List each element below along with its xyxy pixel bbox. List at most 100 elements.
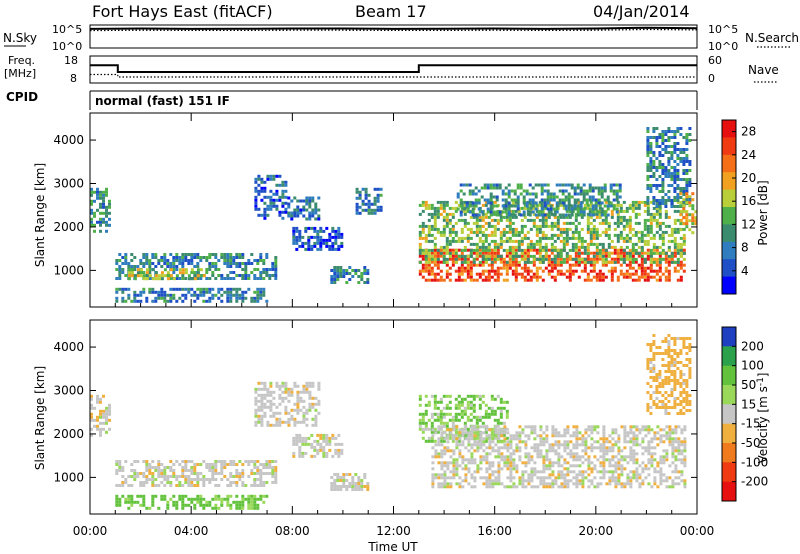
range-gate-cell (226, 503, 230, 507)
range-gate-cell (546, 201, 550, 205)
range-gate-cell (613, 227, 617, 231)
range-gate-cell (302, 199, 306, 203)
range-gate-cell (600, 192, 604, 196)
range-gate-cell (685, 190, 689, 193)
range-gate-cell (454, 254, 458, 258)
range-gate-cell (333, 272, 337, 275)
range-gate-cell (595, 242, 599, 246)
range-gate-cell (296, 411, 300, 415)
range-gate-cell (269, 177, 273, 181)
range-gate-cell (466, 239, 470, 243)
range-gate-cell (658, 202, 662, 205)
range-gate-cell (617, 467, 621, 471)
range-gate-cell (458, 464, 462, 468)
range-gate-cell (462, 192, 466, 196)
range-gate-cell (688, 163, 692, 166)
range-gate-cell (454, 248, 458, 252)
range-gate-cell (226, 277, 230, 280)
range-gate-cell (295, 442, 299, 446)
range-gate-cell (512, 449, 516, 453)
range-gate-cell (637, 230, 641, 234)
range-gate-cell (163, 274, 167, 278)
range-gate-cell (622, 260, 626, 264)
range-gate-cell (151, 481, 155, 484)
range-gate-cell (579, 204, 583, 208)
range-gate-cell (524, 461, 528, 465)
range-gate-cell (229, 253, 233, 256)
colorbar-swatch (722, 276, 736, 295)
range-gate-cell (522, 201, 526, 205)
range-gate-cell (586, 218, 590, 222)
range-gate-cell (506, 446, 510, 450)
range-gate-cell (348, 485, 352, 488)
range-gate-cell (199, 500, 203, 504)
range-gate-cell (299, 420, 303, 424)
range-gate-cell (646, 163, 650, 166)
range-gate-cell (475, 436, 479, 440)
range-gate-cell (643, 218, 647, 222)
range-gate-cell (298, 439, 302, 443)
range-gate-cell (466, 427, 470, 431)
range-gate-cell (448, 436, 452, 440)
range-gate-cell (658, 260, 662, 264)
range-gate-cell (274, 481, 278, 484)
range-gate-cell (554, 452, 558, 456)
range-gate-cell (433, 248, 437, 252)
range-gate-cell (508, 260, 512, 264)
range-gate-cell (479, 425, 483, 429)
range-gate-cell (625, 224, 629, 228)
range-gate-cell (515, 446, 519, 450)
range-gate-cell (455, 458, 459, 462)
range-gate-cell (587, 473, 591, 477)
range-gate-cell (661, 148, 665, 151)
range-gate-cell (442, 218, 446, 222)
range-gate-cell (220, 460, 224, 463)
range-gate-cell (673, 181, 677, 184)
range-gate-cell (361, 199, 365, 203)
range-gate-cell (337, 229, 341, 233)
range-gate-cell (614, 431, 618, 435)
range-gate-cell (574, 245, 578, 249)
range-gate-cell (505, 248, 509, 252)
range-gate-cell (436, 257, 440, 261)
range-gate-cell (250, 299, 254, 303)
range-gate-cell (613, 245, 617, 249)
range-gate-cell (370, 202, 374, 206)
range-gate-cell (481, 239, 485, 243)
range-gate-cell (357, 488, 361, 491)
range-gate-cell (640, 230, 644, 234)
range-gate-cell (665, 425, 669, 429)
range-gate-cell (473, 485, 477, 489)
range-gate-cell (626, 461, 630, 465)
range-gate-cell (505, 215, 509, 219)
range-gate-cell (475, 233, 479, 237)
range-gate-cell (274, 475, 278, 478)
range-gate-cell (670, 175, 674, 178)
range-gate-cell (529, 206, 533, 210)
range-gate-cell (643, 269, 647, 273)
range-gate-cell (118, 503, 122, 507)
range-gate-cell (436, 406, 440, 410)
range-gate-cell (670, 166, 674, 169)
power-y-axis-label: Slant Range [km] (33, 163, 47, 267)
range-gate-cell (575, 443, 579, 447)
range-gate-cell (591, 213, 595, 217)
range-gate-cell (455, 431, 459, 435)
range-gate-cell (574, 269, 578, 273)
range-gate-cell (105, 220, 108, 224)
range-gate-cell (533, 473, 537, 477)
range-gate-cell (609, 201, 613, 205)
range-gate-cell (572, 458, 576, 462)
range-gate-cell (504, 192, 508, 196)
range-gate-cell (433, 245, 437, 249)
range-gate-cell (514, 260, 518, 264)
range-gate-cell (503, 485, 507, 489)
range-gate-cell (602, 461, 606, 465)
range-gate-cell (632, 449, 636, 453)
range-gate-cell (229, 472, 233, 475)
range-gate-cell (484, 251, 488, 255)
range-gate-cell (496, 406, 500, 410)
range-gate-cell (682, 269, 686, 273)
range-gate-cell (644, 467, 648, 471)
range-gate-cell (554, 479, 558, 483)
